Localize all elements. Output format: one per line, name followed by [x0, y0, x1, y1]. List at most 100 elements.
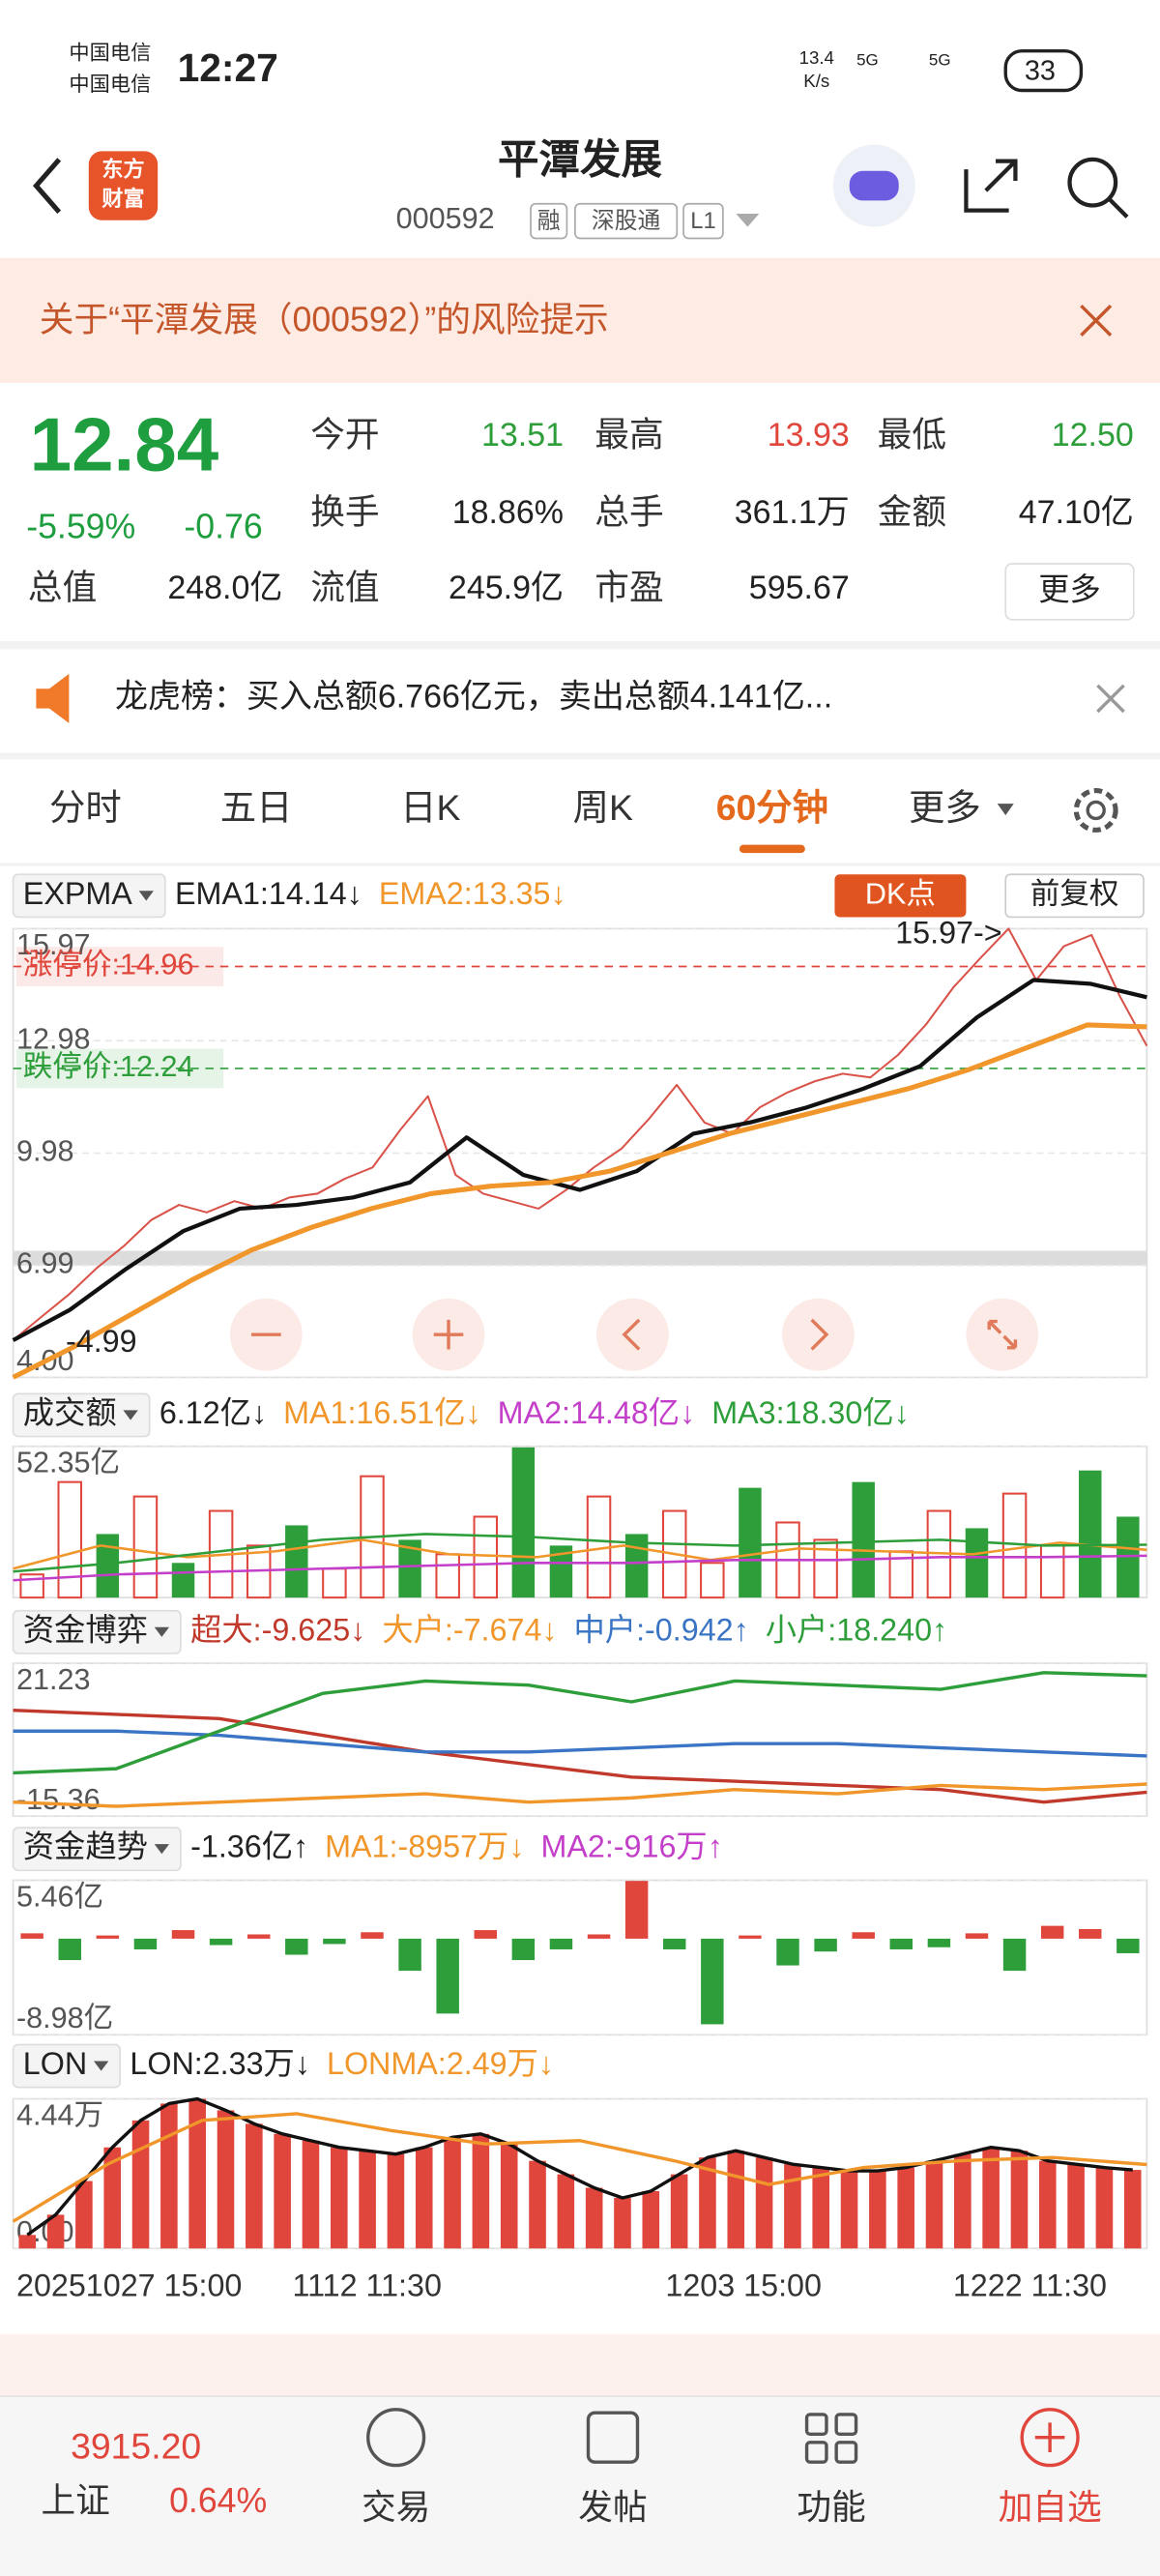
stat-label: 总手 [594, 492, 663, 531]
move-left[interactable] [595, 1298, 669, 1371]
bar [330, 2147, 348, 2249]
bar [1002, 1938, 1027, 1972]
bar [133, 1938, 158, 1949]
legend-text: LONMA:2.49万↓ [327, 2046, 554, 2081]
bar [473, 1515, 499, 1599]
risk-banner[interactable] [0, 257, 1160, 384]
share-button[interactable] [964, 159, 1018, 213]
bar [246, 2123, 263, 2249]
tab[interactable]: 日K [400, 787, 460, 828]
x-tick-label: 1112 11:30 [293, 2269, 442, 2303]
bar [359, 2151, 376, 2249]
indicator-selector[interactable] [12, 1392, 151, 1438]
bar [1079, 1928, 1102, 1939]
bar [699, 2157, 716, 2249]
series-line [13, 1554, 1147, 1582]
bar [20, 1933, 44, 1939]
tag: 融 [537, 208, 561, 234]
bar [624, 1881, 649, 1939]
stat-value: 595.67 [749, 570, 850, 606]
bar [217, 2110, 235, 2249]
bar [585, 2187, 603, 2249]
indicator-name: 资金趋势 [23, 1830, 148, 1864]
stat-label: 最高 [594, 416, 663, 454]
back-button[interactable] [33, 158, 62, 214]
series-line [13, 1729, 1147, 1758]
indicator-name: 成交额 [23, 1395, 117, 1430]
x-tick-label: 20251027 15:00 [16, 2269, 242, 2303]
bar [1116, 1938, 1140, 1953]
tab[interactable]: 更多 [909, 787, 981, 828]
bar [852, 1481, 875, 1598]
stat-value: 12.50 [1052, 417, 1134, 454]
bar [813, 1538, 838, 1599]
dropdown-icon [93, 2061, 109, 2071]
legend-text: MA2:14.48亿↓ [498, 1395, 696, 1430]
dropdown-icon [997, 804, 1014, 816]
close-banner[interactable] [1080, 304, 1113, 337]
stat-label: 今开 [310, 416, 379, 454]
more-button-label[interactable]: 更多 [1038, 571, 1101, 606]
bar [927, 1938, 951, 1947]
bar [549, 1938, 573, 1949]
indicator-selector[interactable] [12, 873, 166, 919]
post-icon [586, 2411, 640, 2464]
nav-item[interactable]: 发帖 [578, 2488, 647, 2527]
bar [274, 2133, 291, 2249]
indicator-selector[interactable] [12, 1609, 182, 1654]
bar [549, 1545, 573, 1598]
tab[interactable]: 五日 [220, 787, 293, 828]
nav-item[interactable]: 加自选 [999, 2488, 1102, 2527]
y-tick-label: -15.36 [16, 1783, 101, 1816]
bar [1123, 2170, 1142, 2249]
series-line [12, 1022, 1147, 1380]
tab[interactable]: 60分钟 [716, 787, 828, 828]
close-notice[interactable] [1096, 684, 1125, 714]
range-slider[interactable] [13, 1250, 1147, 1266]
tab[interactable]: 周K [573, 787, 633, 828]
move-right[interactable] [782, 1298, 855, 1371]
bar [387, 2153, 405, 2249]
adjust-label: 前复权 [1030, 877, 1119, 910]
legend-text: 6.12亿↓ [160, 1395, 267, 1430]
settings-button[interactable] [1073, 788, 1118, 833]
separator [0, 752, 1160, 760]
bar [776, 1938, 799, 1966]
series-line [13, 1533, 1147, 1573]
bar [285, 1938, 308, 1955]
fullscreen[interactable] [966, 1298, 1039, 1371]
stat-value: 47.10亿 [1019, 494, 1134, 531]
bar [739, 1935, 762, 1939]
y-tick-label: 52.35亿 [16, 1447, 120, 1479]
stock-name: 平潭发展 [498, 138, 662, 184]
series-line [13, 1671, 1147, 1775]
nav-item[interactable]: 交易 [362, 2488, 430, 2527]
bar [96, 1935, 120, 1939]
change: -0.76 [184, 508, 262, 546]
indicator-name: LON [23, 2046, 87, 2081]
bar [1079, 1470, 1102, 1598]
dk-button[interactable] [834, 874, 967, 918]
tab[interactable]: 分时 [49, 787, 122, 828]
legend-text: EMA2:13.35↓ [379, 876, 566, 911]
bar [852, 1932, 875, 1939]
signal: 5G [856, 50, 879, 69]
more-button[interactable] [1004, 563, 1135, 621]
high-marker: 15.97-> [895, 916, 1001, 951]
limit-label: 跌停价:12.24 [23, 1050, 194, 1083]
carrier: 中国电信 [69, 73, 151, 96]
bar [500, 2144, 518, 2249]
bar [188, 2098, 206, 2249]
legend-text: EMA1:14.14↓ [175, 876, 362, 911]
nav-item[interactable]: 功能 [797, 2488, 865, 2527]
indicator-selector[interactable] [12, 2043, 122, 2089]
adjust-button[interactable] [1004, 873, 1145, 919]
indicator-selector[interactable] [12, 1827, 182, 1872]
legend-text: MA1:-8957万↓ [325, 1830, 524, 1864]
dk-label: DK点 [865, 877, 936, 910]
search-button[interactable] [1067, 157, 1118, 208]
legend-text: 小户:18.240↑ [766, 1612, 947, 1647]
series-line [12, 2112, 1147, 2223]
bar [285, 1525, 308, 1598]
dropdown-icon [154, 1626, 170, 1637]
